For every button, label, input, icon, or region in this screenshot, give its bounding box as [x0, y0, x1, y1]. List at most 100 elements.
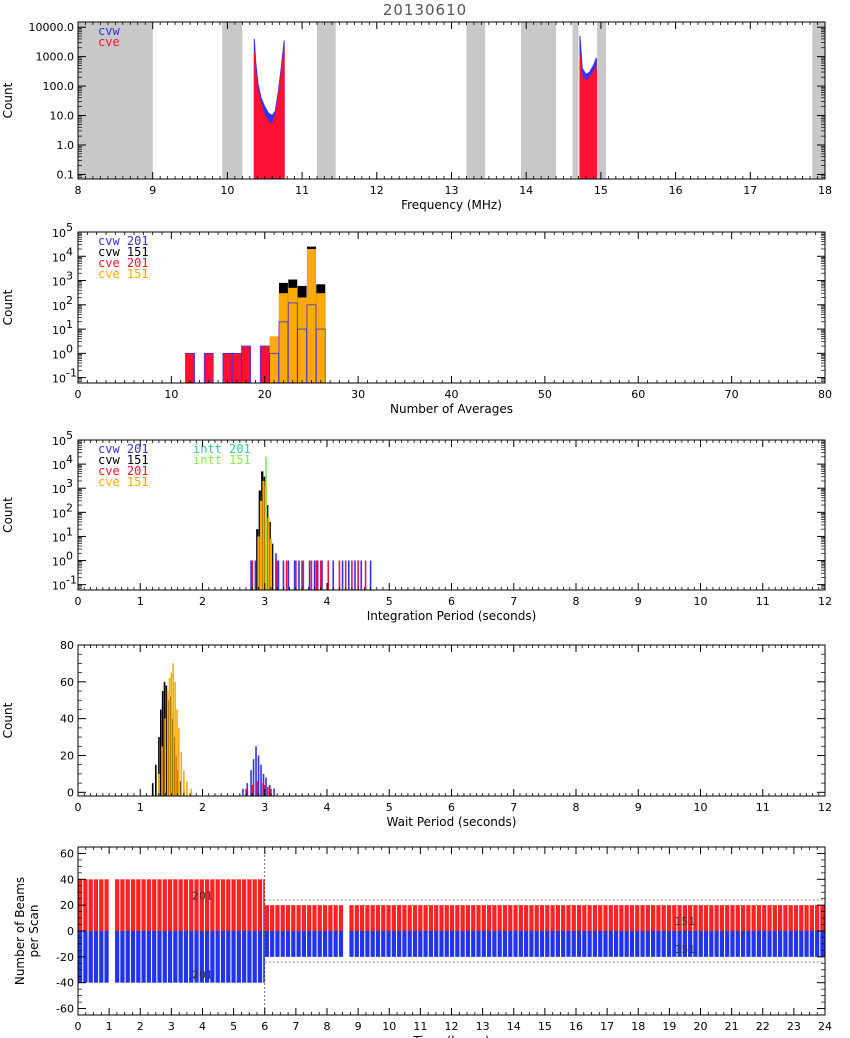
beam-bar-positive: [88, 879, 93, 931]
beam-bar-negative: [725, 931, 730, 957]
x-tick-label: 6: [261, 1020, 268, 1033]
beam-bar-negative: [492, 931, 497, 957]
beam-bar-negative: [550, 931, 555, 957]
beam-bar-positive: [465, 905, 471, 931]
beam-bar-positive: [270, 905, 275, 931]
bar-cve 151: [267, 517, 270, 590]
y-tick-label: 10000.0: [29, 21, 75, 34]
beam-bar-negative: [375, 931, 381, 957]
beam-bar-positive: [587, 905, 592, 931]
beam-bar-positive: [322, 905, 328, 931]
y-tick-label: 40: [60, 873, 74, 886]
beam-bar-negative: [529, 931, 534, 957]
bar-cve 201: [185, 353, 195, 383]
beam-bar-positive: [381, 905, 386, 931]
beam-bar-positive: [651, 905, 656, 931]
x-tick-label: 30: [351, 388, 365, 401]
segment-label-upper: 201: [192, 889, 213, 902]
bar-cve 151: [257, 536, 260, 590]
beam-bar-positive: [162, 879, 167, 931]
x-tick-label: 4: [324, 801, 331, 814]
y-tick-label: 10: [52, 556, 66, 569]
y-tick-exponent: -1: [66, 367, 77, 380]
y-tick-label: 10: [52, 300, 66, 313]
beam-bar-positive: [407, 905, 412, 931]
beam-bar-positive: [397, 905, 402, 931]
beam-bar-positive: [173, 879, 178, 931]
beam-bar-negative: [88, 931, 93, 983]
x-tick-label: 10: [382, 1020, 396, 1033]
beam-bar-positive: [804, 905, 809, 931]
y-tick-label: 1000.0: [36, 51, 75, 64]
beam-bar-negative: [502, 931, 508, 957]
beam-bar-positive: [391, 905, 396, 931]
y-tick-label: 10: [52, 580, 66, 593]
y-tick-exponent: 3: [66, 270, 73, 283]
beam-bar-negative: [688, 931, 693, 957]
beam-bar-positive: [778, 905, 783, 931]
beam-bar-negative: [455, 931, 460, 957]
beam-bar-negative: [189, 931, 194, 983]
beam-bar-negative: [301, 931, 307, 957]
excluded-band: [222, 22, 243, 179]
beam-bar-positive: [99, 879, 104, 931]
legend-entry: intt 151: [193, 453, 251, 467]
beam-bar-positive: [788, 905, 793, 931]
beam-bar-positive: [709, 905, 714, 931]
beam-bar-negative: [656, 931, 661, 957]
bar-cve 151: [259, 500, 263, 590]
bar-cve 151: [288, 287, 298, 383]
beam-bar-negative: [592, 931, 598, 957]
x-tick-label: 12: [370, 184, 384, 197]
beam-bar-positive: [130, 879, 136, 931]
bar-cvw 151: [258, 490, 261, 590]
beam-bar-negative: [338, 931, 344, 957]
beam-bar-positive: [242, 879, 247, 931]
x-tick-label: 20: [258, 388, 272, 401]
y-axis-title-line1: Number of Beams: [13, 877, 27, 985]
beam-bar-positive: [566, 905, 571, 931]
beam-bar-negative: [513, 931, 518, 957]
beam-bar-negative: [252, 931, 257, 983]
plot-frame: [77, 644, 826, 797]
beam-bar-positive: [815, 905, 820, 931]
bar-cvw 151: [263, 476, 266, 590]
segment-label-lower: 151: [674, 943, 695, 956]
y-tick-exponent: 3: [66, 477, 73, 490]
beam-bar-positive: [115, 879, 120, 931]
beam-bar-negative: [778, 931, 783, 957]
legend-entry: cve: [98, 35, 120, 49]
beam-bar-positive: [613, 905, 619, 931]
beam-bar-negative: [365, 931, 370, 957]
plot-frame: [77, 439, 826, 591]
beam-bar-positive: [524, 905, 529, 931]
bar-cve 151: [278, 293, 288, 383]
beam-bar-negative: [285, 931, 291, 957]
beam-bar-positive: [199, 879, 204, 931]
beam-bar-negative: [194, 931, 199, 983]
beam-bar-positive: [231, 879, 236, 931]
beam-bar-positive: [561, 905, 566, 931]
beam-bar-negative: [677, 931, 682, 957]
beam-bar-positive: [571, 905, 576, 931]
bar-cve 201: [232, 353, 242, 383]
y-tick-label: 10: [52, 483, 66, 496]
beam-bar-positive: [534, 905, 539, 931]
beam-bar-positive: [317, 905, 322, 931]
y-axis-title: Count: [1, 702, 15, 738]
beam-bar-negative: [115, 931, 120, 983]
x-tick-label: 12: [818, 595, 832, 608]
beam-bar-negative: [651, 931, 656, 957]
beam-bar-positive: [434, 905, 439, 931]
y-tick-exponent: 4: [66, 453, 73, 466]
beam-bar-negative: [534, 931, 539, 957]
beam-bar-positive: [428, 905, 434, 931]
beam-bar-negative: [328, 931, 333, 957]
legend-entry: cvw 201: [98, 442, 149, 456]
y-axis-title: Count: [1, 289, 15, 325]
x-tick-label: 10: [220, 184, 234, 197]
y-axis-title-line2: per Scan: [27, 905, 41, 958]
y-tick-label: 10: [52, 324, 66, 337]
beam-bar-negative: [603, 931, 608, 957]
